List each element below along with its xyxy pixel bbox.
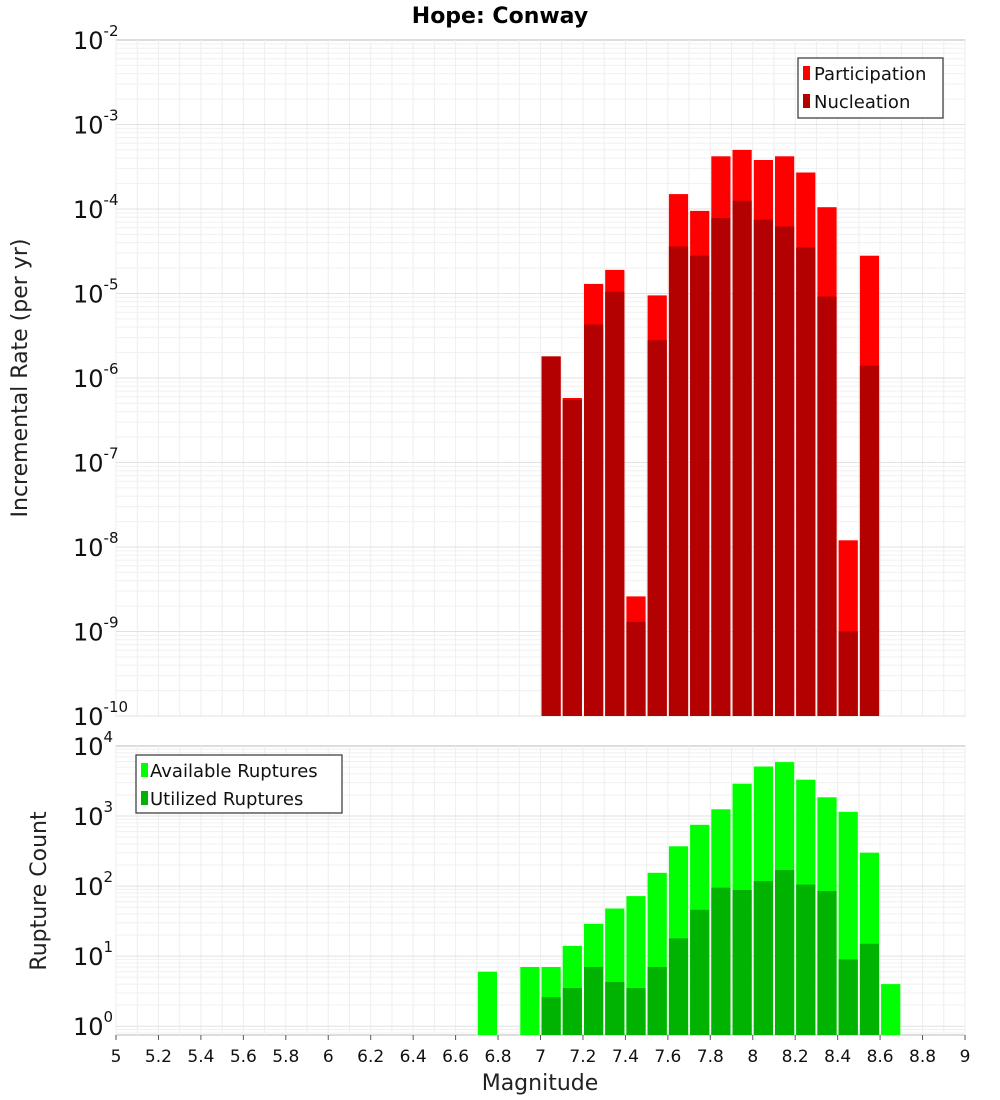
bar-nucleation — [584, 324, 604, 716]
x-tick-label: 7.4 — [612, 1047, 639, 1067]
chart-title: Hope: Conway — [412, 4, 588, 29]
y-tick-label: 10-6 — [73, 360, 119, 393]
bar-utilized-ruptures — [541, 997, 561, 1035]
bottom-legend-box — [135, 754, 343, 814]
top-gridlines — [115, 40, 966, 717]
x-tick-label: 8.6 — [867, 1047, 894, 1067]
legend-label-participation: Participation — [814, 64, 926, 85]
y-tick-label: 10-8 — [73, 529, 119, 562]
y-tick-label: 10-5 — [73, 276, 119, 309]
x-tick-label: 5 — [111, 1047, 122, 1067]
y-tick-label: 10-4 — [73, 191, 119, 224]
bar-utilized-ruptures — [690, 909, 710, 1035]
bar-utilized-ruptures — [796, 884, 816, 1035]
bar-nucleation — [859, 365, 880, 716]
top-y-axis-label: Incremental Rate (per yr) — [8, 239, 33, 518]
x-axis-label: Magnitude — [482, 1071, 599, 1096]
x-tick-label: 9 — [960, 1047, 971, 1067]
x-tick-label: 5.8 — [272, 1047, 299, 1067]
bottom-y-tick-labels: 100 101 102 103 104 — [73, 728, 113, 1041]
x-tick-label: 6.4 — [400, 1047, 427, 1067]
bar-nucleation — [626, 621, 646, 716]
x-tick-label: 5.2 — [145, 1047, 172, 1067]
bar-utilized-ruptures — [817, 891, 837, 1035]
x-tick-label: 5.4 — [187, 1047, 214, 1067]
bar-utilized-ruptures — [838, 959, 858, 1035]
legend-swatch-utilized-ruptures — [141, 791, 148, 805]
top-legend-box — [797, 57, 944, 119]
bar-nucleation — [668, 246, 689, 716]
y-tick-label: 10-7 — [73, 445, 119, 478]
x-tick-label: 6.8 — [485, 1047, 512, 1067]
y-tick-label: 10-9 — [73, 614, 119, 647]
bar-utilized-ruptures — [732, 890, 752, 1035]
y-tick-label: 10-3 — [73, 107, 119, 140]
y-tick-label: 10-2 — [73, 22, 119, 55]
bar-utilized-ruptures — [711, 887, 731, 1035]
bar-utilized-ruptures — [753, 881, 773, 1035]
x-tick-label: 6.2 — [357, 1047, 384, 1067]
x-tick-label: 6 — [323, 1047, 334, 1067]
bar-utilized-ruptures — [647, 967, 667, 1035]
y-tick-label: 102 — [73, 868, 113, 901]
legend-swatch-nucleation — [803, 94, 810, 108]
bottom-y-axis-label: Rupture Count — [27, 811, 52, 971]
x-tick-label: 7.2 — [569, 1047, 596, 1067]
x-tick-label: 8.2 — [782, 1047, 809, 1067]
bottom-bars — [477, 762, 901, 1035]
bar-utilized-ruptures — [584, 967, 604, 1035]
top-bars — [541, 149, 880, 717]
y-tick-label: 104 — [73, 728, 113, 761]
legend-swatch-participation — [803, 66, 810, 80]
bar-nucleation — [541, 356, 561, 716]
x-tick-labels: 5 5.2 5.4 5.6 5.8 6 6.2 6.4 6.6 6.8 7 7.2 7.4 7.6 7.8 8… — [111, 1035, 971, 1067]
bar-utilized-ruptures — [859, 943, 880, 1035]
bar-available-ruptures — [881, 984, 901, 1035]
legend-label-nucleation: Nucleation — [814, 92, 910, 113]
x-tick-label: 8.8 — [909, 1047, 936, 1067]
x-tick-label: 7.8 — [697, 1047, 724, 1067]
y-tick-label: 10-10 — [73, 698, 128, 731]
legend-swatch-available-ruptures — [141, 763, 148, 777]
bar-nucleation — [711, 218, 731, 716]
x-tick-label: 5.6 — [230, 1047, 257, 1067]
bar-nucleation — [647, 340, 667, 716]
bar-utilized-ruptures — [605, 981, 625, 1035]
bar-utilized-ruptures — [775, 870, 795, 1035]
bar-utilized-ruptures — [562, 988, 582, 1035]
bar-nucleation — [690, 255, 710, 716]
bottom-legend: Available Ruptures Utilized Ruptures — [135, 754, 343, 814]
legend-label-available-ruptures: Available Ruptures — [150, 761, 318, 782]
x-tick-label: 7 — [535, 1047, 546, 1067]
legend-label-utilized-ruptures: Utilized Ruptures — [150, 789, 303, 810]
bar-nucleation — [753, 219, 773, 716]
x-tick-label: 6.6 — [442, 1047, 469, 1067]
y-tick-label: 100 — [73, 1008, 113, 1041]
top-y-tick-labels: 10-10 10-9 10-8 10-7 10-6 10-5 10-4 10-3 10-2 — [73, 22, 128, 731]
top-legend: Participation Nucleation — [797, 57, 944, 119]
y-tick-label: 103 — [73, 798, 113, 831]
x-tick-label: 7.6 — [654, 1047, 681, 1067]
x-tick-label: 8 — [747, 1047, 758, 1067]
bar-utilized-ruptures — [626, 988, 646, 1035]
bar-available-ruptures — [477, 971, 497, 1035]
bar-nucleation — [732, 200, 752, 717]
bar-nucleation — [796, 247, 816, 716]
bar-utilized-ruptures — [668, 938, 689, 1035]
bar-nucleation — [838, 631, 858, 716]
y-tick-label: 101 — [73, 938, 113, 971]
bar-nucleation — [775, 226, 795, 716]
bar-nucleation — [817, 296, 837, 716]
bar-nucleation — [605, 291, 625, 716]
x-tick-label: 8.4 — [824, 1047, 851, 1067]
bar-available-ruptures — [520, 967, 540, 1035]
bar-nucleation — [562, 399, 582, 716]
